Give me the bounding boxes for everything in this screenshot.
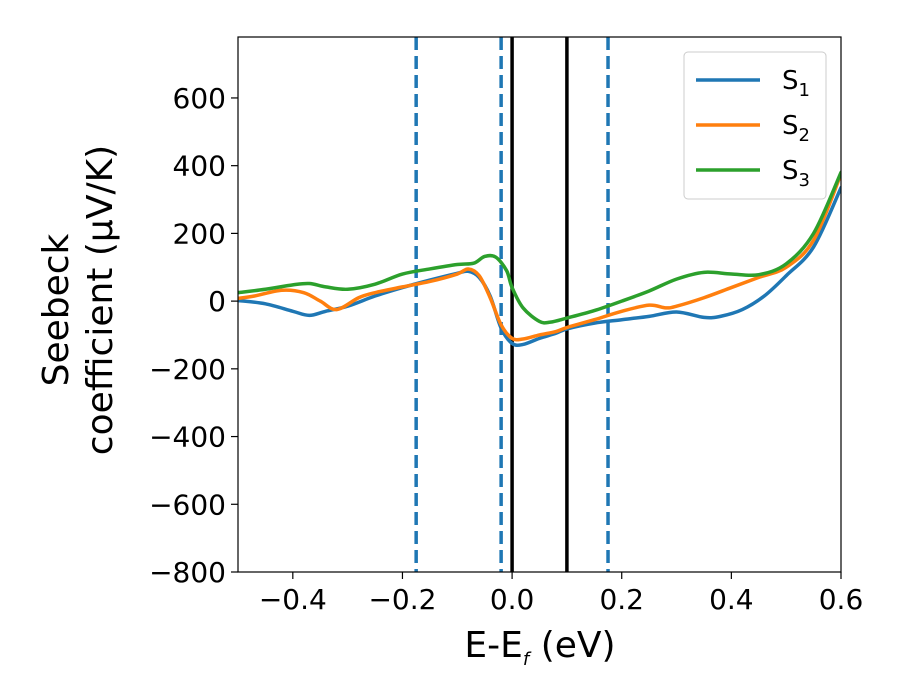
x-axis-title-sub: f — [523, 649, 532, 670]
y-tick-label: 600 — [173, 82, 226, 115]
plot-frame — [237, 36, 842, 573]
x-axis-ticks: −0.4 −0.2 0.0 0.2 0.4 0.6 — [259, 572, 863, 616]
x-tick-label: 0.2 — [599, 583, 644, 616]
x-tick-label: 0.6 — [819, 583, 864, 616]
series-line-s3 — [238, 170, 841, 325]
legend-label-s1: S1 — [782, 66, 810, 101]
y-tick-label: −200 — [149, 353, 226, 386]
y-tick-label: 200 — [173, 217, 226, 250]
x-tick-label: −0.2 — [368, 583, 436, 616]
y-tick-label: 0 — [208, 285, 226, 318]
legend-entries: S1 S2 S3 — [696, 66, 810, 191]
y-axis-ticks: −800 −600 −400 −200 0 200 400 600 — [149, 82, 238, 589]
x-tick-label: 0.0 — [490, 583, 535, 616]
y-axis-title-line2: coefficient (μV/K) — [80, 145, 121, 455]
series-line-s2 — [238, 172, 841, 342]
y-tick-label: −600 — [149, 488, 226, 521]
legend: S1 S2 S3 — [683, 51, 827, 200]
x-axis-title: E-Ef (eV) — [464, 625, 615, 670]
y-tick-label: −800 — [149, 556, 226, 589]
x-axis-title-unit: (eV) — [529, 625, 615, 666]
y-axis-title-line1: Seebeck — [36, 233, 77, 386]
x-tick-label: 0.4 — [709, 583, 754, 616]
legend-label-s3: S3 — [782, 156, 810, 191]
reference-lines — [414, 37, 610, 572]
x-axis-title-main: E-E — [464, 625, 522, 666]
y-tick-label: 400 — [173, 150, 226, 183]
legend-label-s2: S2 — [782, 111, 810, 146]
x-tick-label: −0.4 — [259, 583, 327, 616]
y-tick-label: −400 — [149, 421, 226, 454]
series-lines — [238, 170, 841, 348]
